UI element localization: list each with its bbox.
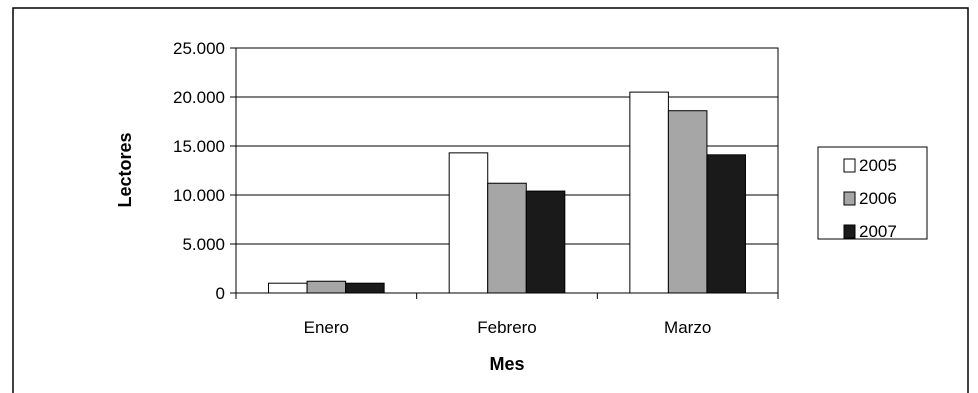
legend-swatch-2006 — [843, 191, 856, 206]
y-tick-label: 15.000 — [173, 137, 225, 156]
chart-area-border — [12, 7, 969, 393]
bar-2005-enero — [268, 282, 308, 294]
bar-2005-marzo — [629, 91, 669, 294]
bar-2005-febrero — [448, 152, 489, 294]
bar-2006-enero — [306, 280, 347, 294]
bar-2007-marzo — [706, 154, 746, 294]
legend-box — [817, 146, 928, 240]
y-tick-label: 20.000 — [173, 88, 225, 107]
legend: 2005 2006 2007 — [817, 146, 928, 241]
x-axis-ticks: Enero Febrero Marzo — [235, 293, 779, 337]
x-tick-label: Marzo — [664, 318, 711, 337]
y-tick-label: 25.000 — [173, 39, 225, 58]
bar-2007-enero — [345, 282, 385, 294]
y-tick-label: 10.000 — [173, 186, 225, 205]
x-axis-title: Mes — [489, 354, 524, 374]
legend-label-2005: 2005 — [859, 156, 897, 175]
legend-label-2006: 2006 — [859, 189, 897, 208]
legend-label-2007: 2007 — [859, 222, 897, 241]
x-tick-label: Febrero — [477, 318, 537, 337]
legend-swatch-2005 — [843, 158, 856, 173]
bar-2006-febrero — [487, 182, 527, 294]
y-tick-label: 5.000 — [182, 235, 225, 254]
y-axis-ticks: 0 5.000 10.000 15.000 20.000 25.000 — [173, 39, 236, 303]
y-axis-title: Lectores — [115, 132, 135, 207]
y-tick-label: 0 — [216, 284, 225, 303]
x-tick-label: Enero — [304, 318, 349, 337]
bar-2006-marzo — [667, 110, 708, 294]
legend-swatch-2007 — [843, 224, 856, 239]
bars — [268, 91, 746, 294]
plot-area — [235, 47, 779, 294]
bar-2007-febrero — [525, 190, 566, 294]
